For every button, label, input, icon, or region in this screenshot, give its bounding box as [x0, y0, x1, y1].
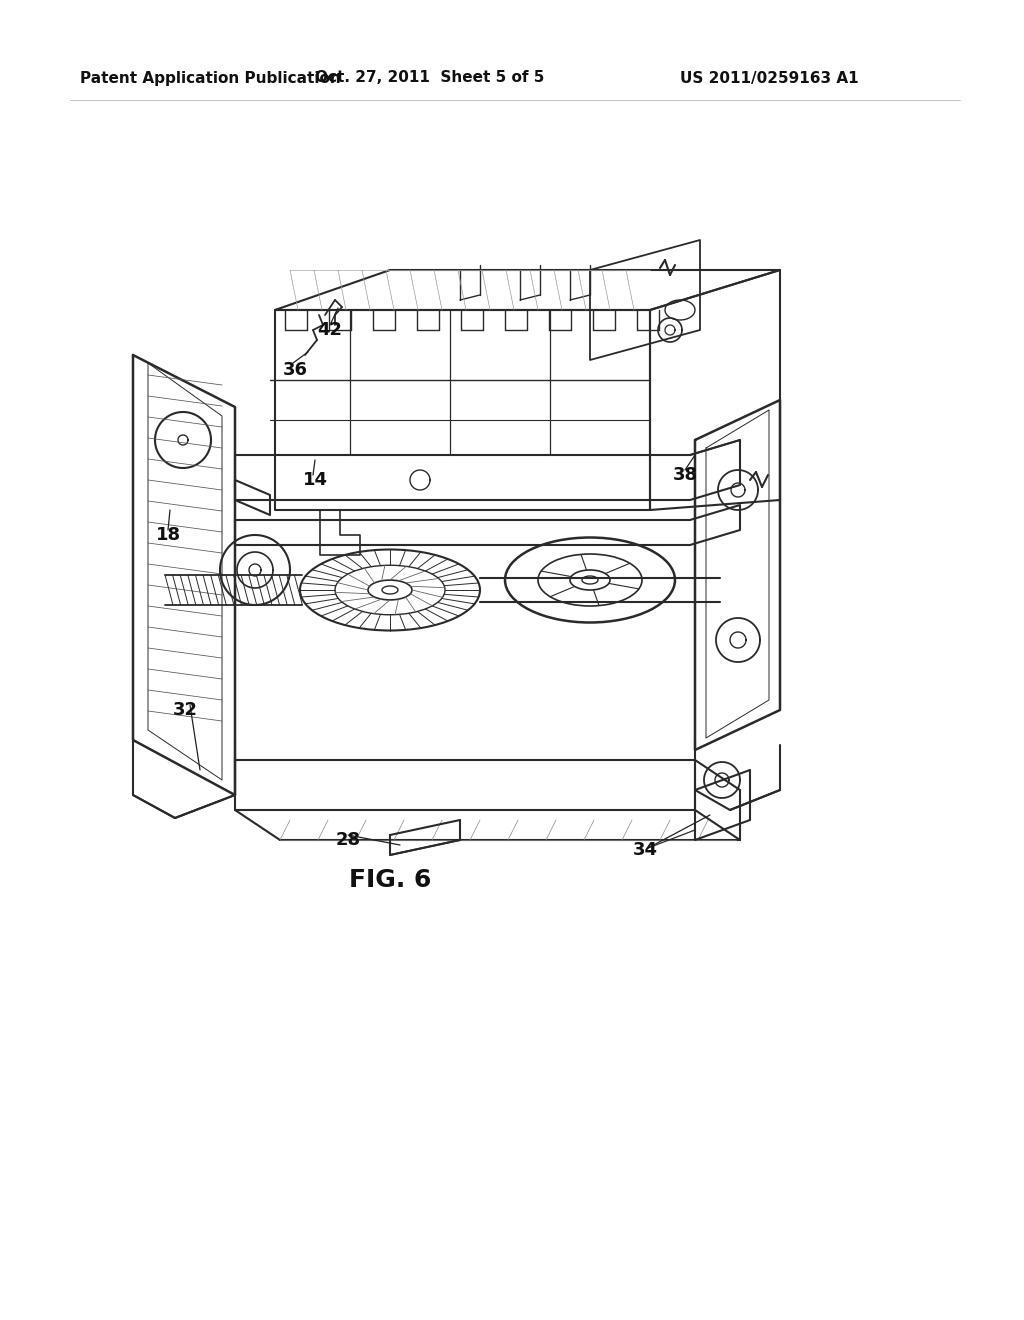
Text: 28: 28 — [336, 832, 360, 849]
Text: US 2011/0259163 A1: US 2011/0259163 A1 — [680, 70, 859, 86]
Text: 14: 14 — [302, 471, 328, 488]
Text: Oct. 27, 2011  Sheet 5 of 5: Oct. 27, 2011 Sheet 5 of 5 — [315, 70, 545, 86]
Text: 34: 34 — [633, 841, 657, 859]
Text: FIG. 6: FIG. 6 — [349, 869, 431, 892]
Text: 36: 36 — [283, 360, 307, 379]
Text: 38: 38 — [673, 466, 697, 484]
Text: 32: 32 — [172, 701, 198, 719]
Text: 18: 18 — [156, 525, 180, 544]
Text: Patent Application Publication: Patent Application Publication — [80, 70, 341, 86]
Text: 42: 42 — [317, 321, 342, 339]
